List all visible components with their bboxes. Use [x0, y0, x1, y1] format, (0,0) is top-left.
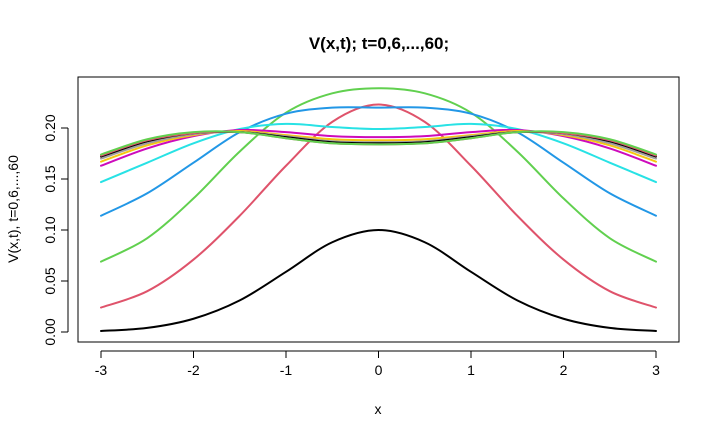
- x-tick-label: 1: [467, 362, 475, 378]
- series-line-11: [100, 130, 657, 156]
- y-tick-label: 0.15: [42, 165, 58, 192]
- series-line-4: [100, 106, 657, 217]
- x-tick-label: 3: [652, 362, 660, 378]
- series-line-6: [100, 128, 657, 167]
- x-tick-label: -3: [95, 362, 108, 378]
- y-tick-label: 0.00: [42, 318, 58, 345]
- x-axis: -3 -2 -1 0 1 2 3: [95, 350, 660, 378]
- y-axis-label: V(x,t), t=0,6,...,60: [5, 155, 21, 263]
- series-line-1: [100, 229, 657, 332]
- series-line-7: [100, 130, 657, 163]
- chart-title: V(x,t); t=0,6,...,60;: [309, 34, 449, 53]
- x-tick-label: -2: [187, 362, 200, 378]
- y-axis: 0.00 0.05 0.10 0.15 0.20: [42, 114, 69, 346]
- y-tick-label: 0.20: [42, 114, 58, 141]
- series-line-2: [100, 103, 657, 309]
- plot-box: [77, 76, 680, 343]
- x-tick-label: -1: [280, 362, 293, 378]
- series-line-5: [100, 122, 657, 184]
- series-line-3: [100, 87, 657, 263]
- y-tick-label: 0.10: [42, 216, 58, 243]
- series-layer: [100, 87, 657, 332]
- x-tick-label: 2: [560, 362, 568, 378]
- series-line-8: [100, 130, 657, 160]
- y-tick-label: 0.05: [42, 267, 58, 294]
- x-axis-label: x: [375, 401, 382, 417]
- x-tick-label: 0: [375, 362, 383, 378]
